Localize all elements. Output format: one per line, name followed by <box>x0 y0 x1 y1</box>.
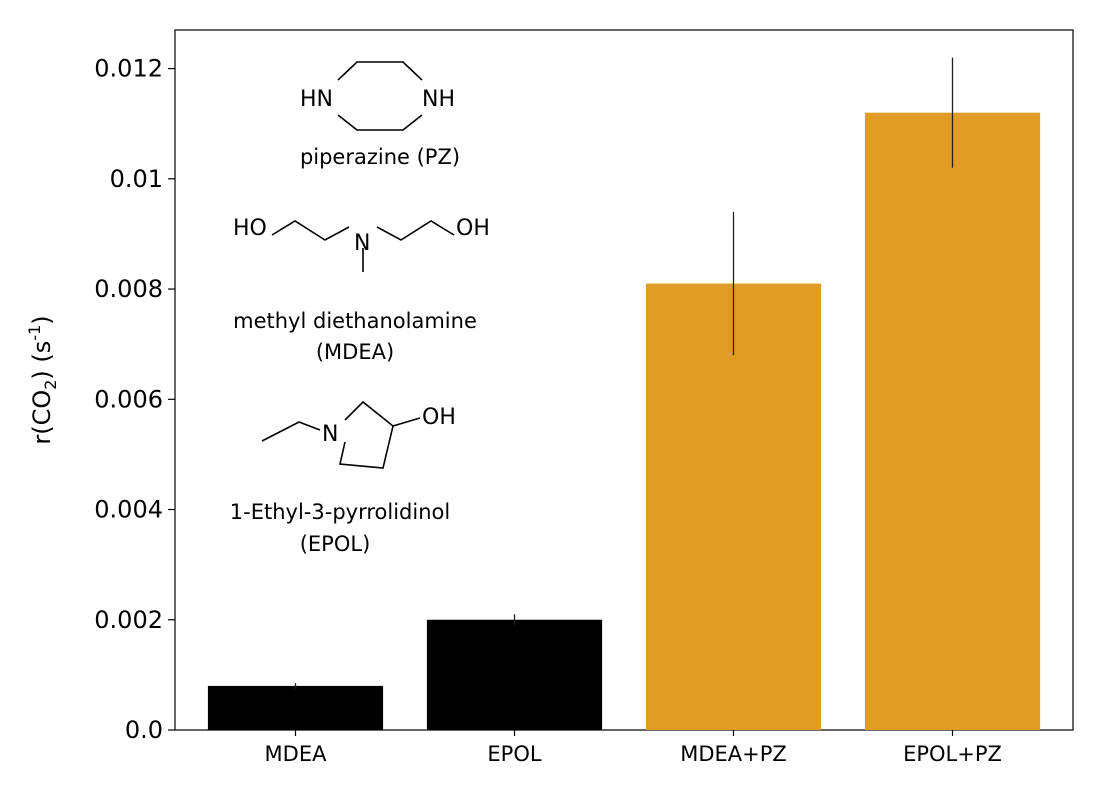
epol-n-label: N <box>322 422 338 447</box>
mdea-bonds <box>271 220 455 272</box>
epol-oh-label: OH <box>422 405 456 430</box>
epol-bonds <box>261 400 421 469</box>
mdea-name-label: methyl diethanolamine <box>233 309 477 333</box>
y-tick-label: 0.01 <box>110 165 163 193</box>
bar-epol <box>426 619 603 730</box>
piperazine-ring-bonds <box>337 61 423 131</box>
epol-abbr-label: (EPOL) <box>300 532 371 556</box>
x-axis-ticks: MDEA EPOL MDEA+PZ EPOL+PZ <box>265 730 1002 766</box>
y-tick-label: 0.006 <box>94 385 163 413</box>
x-tick-label: MDEA <box>265 742 328 766</box>
mdea-n-label: N <box>354 231 370 256</box>
y-axis-ticks: 0.0 0.002 0.004 0.006 0.008 0.01 0.012 <box>94 55 175 744</box>
pz-hn-label: HN <box>300 87 333 112</box>
y-tick-label: 0.002 <box>94 606 163 634</box>
mdea-ho-label: HO <box>233 216 267 241</box>
x-tick-label: MDEA+PZ <box>680 742 787 766</box>
epol-structure: N OH 1-Ethyl-3-pyrrolidinol (EPOL) <box>230 400 456 556</box>
bar-mdea-pz <box>645 283 822 730</box>
x-tick-label: EPOL <box>487 742 541 766</box>
y-tick-label: 0.008 <box>94 275 163 303</box>
bar-epol-pz <box>864 112 1041 730</box>
y-tick-label: 0.012 <box>94 55 163 83</box>
epol-name-label: 1-Ethyl-3-pyrrolidinol <box>230 500 450 524</box>
mdea-structure: HO N OH methyl diethanolamine (MDEA) <box>233 216 490 364</box>
y-tick-label: 0.004 <box>94 496 163 524</box>
mdea-abbr-label: (MDEA) <box>316 340 394 364</box>
piperazine-structure: HN NH piperazine (PZ) <box>300 61 460 169</box>
y-tick-label: 0.0 <box>125 716 163 744</box>
pz-nh-label: NH <box>422 87 455 112</box>
pz-name-label: piperazine (PZ) <box>300 145 460 169</box>
x-tick-label: EPOL+PZ <box>903 742 1002 766</box>
bars-group <box>207 57 1041 730</box>
plot-frame <box>174 29 1074 731</box>
y-axis-label: r(CO2) (s-1) <box>25 315 60 444</box>
bar-mdea <box>207 685 384 730</box>
mdea-oh-label: OH <box>456 216 490 241</box>
